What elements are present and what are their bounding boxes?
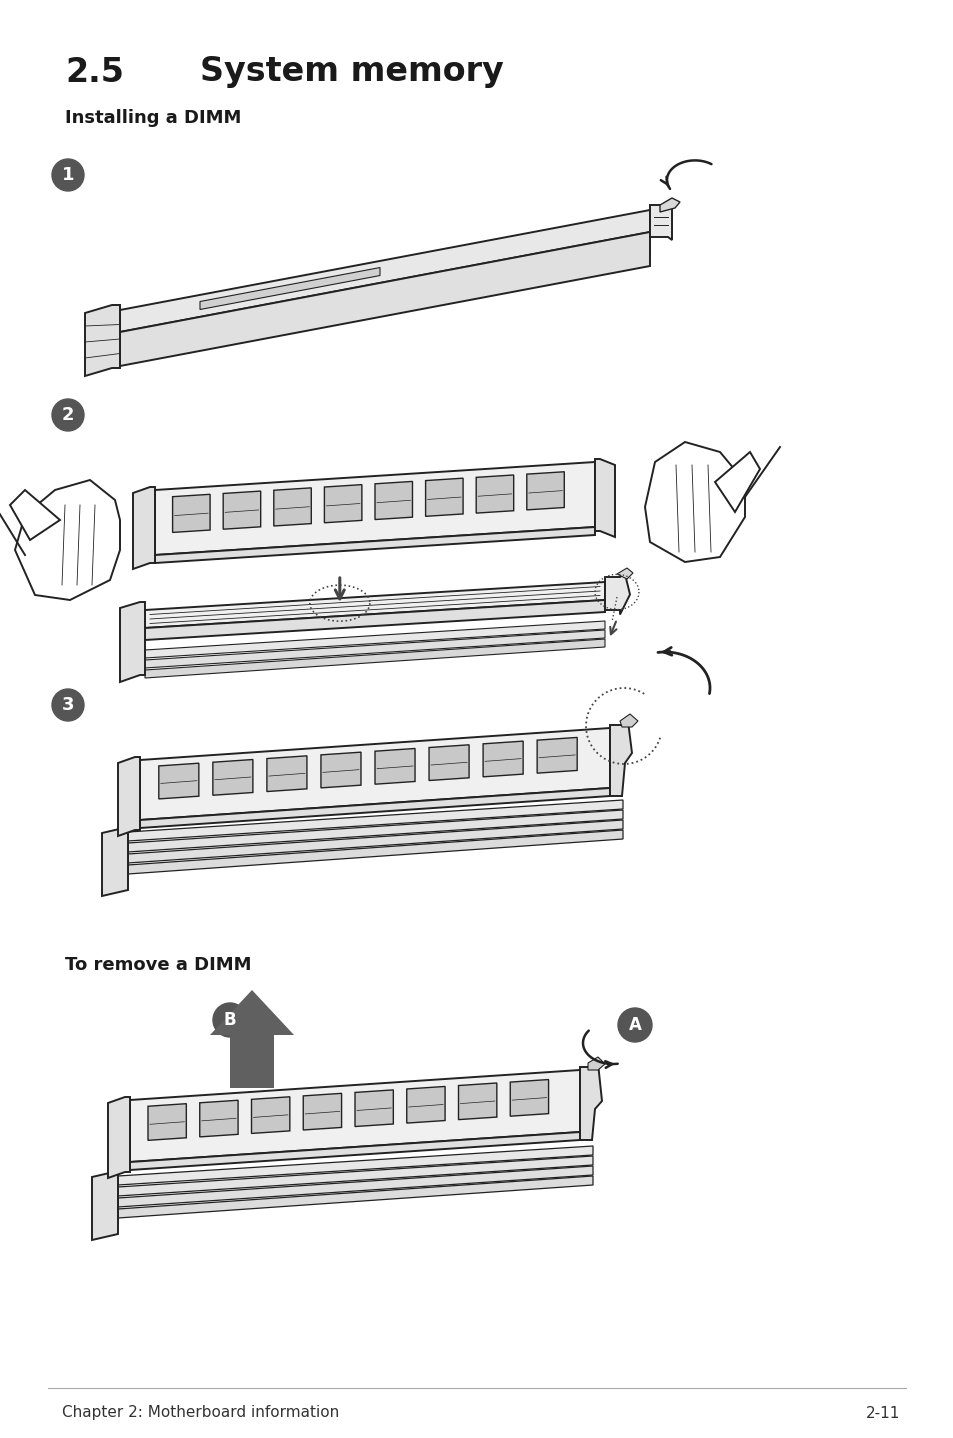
- Text: System memory: System memory: [200, 56, 503, 89]
- Polygon shape: [118, 1146, 593, 1185]
- Circle shape: [52, 398, 84, 431]
- Polygon shape: [108, 1097, 130, 1178]
- Polygon shape: [120, 221, 649, 342]
- Polygon shape: [145, 621, 604, 659]
- Polygon shape: [120, 603, 145, 682]
- Polygon shape: [476, 475, 513, 513]
- Polygon shape: [15, 480, 120, 600]
- Polygon shape: [617, 568, 633, 580]
- Polygon shape: [375, 748, 415, 784]
- Polygon shape: [595, 459, 615, 536]
- Polygon shape: [145, 582, 604, 628]
- Polygon shape: [320, 752, 360, 788]
- Polygon shape: [158, 764, 198, 800]
- Polygon shape: [375, 482, 412, 519]
- Text: 3: 3: [62, 696, 74, 715]
- Polygon shape: [324, 485, 361, 523]
- Polygon shape: [145, 600, 604, 640]
- Polygon shape: [649, 201, 671, 240]
- Polygon shape: [406, 1087, 445, 1123]
- Polygon shape: [154, 526, 595, 564]
- Polygon shape: [644, 441, 744, 562]
- Polygon shape: [252, 1097, 290, 1133]
- Polygon shape: [429, 745, 469, 781]
- Polygon shape: [526, 472, 563, 510]
- Polygon shape: [587, 1057, 604, 1070]
- Text: 1: 1: [62, 165, 74, 184]
- Polygon shape: [303, 1093, 341, 1130]
- Polygon shape: [714, 452, 760, 512]
- Polygon shape: [355, 1090, 393, 1126]
- Polygon shape: [120, 210, 649, 332]
- Circle shape: [52, 689, 84, 720]
- Polygon shape: [130, 1132, 579, 1171]
- Polygon shape: [482, 741, 522, 777]
- Polygon shape: [154, 462, 595, 555]
- Circle shape: [213, 1002, 247, 1037]
- Polygon shape: [579, 1063, 601, 1140]
- Polygon shape: [118, 1156, 593, 1196]
- Polygon shape: [145, 638, 604, 677]
- Bar: [230, 1035, 274, 1089]
- Polygon shape: [604, 574, 629, 614]
- Polygon shape: [91, 1171, 118, 1240]
- Polygon shape: [659, 198, 679, 211]
- Polygon shape: [537, 738, 577, 774]
- Polygon shape: [130, 1070, 579, 1162]
- Polygon shape: [128, 810, 622, 851]
- Polygon shape: [10, 490, 60, 541]
- Polygon shape: [267, 756, 307, 791]
- Polygon shape: [132, 487, 154, 569]
- Text: To remove a DIMM: To remove a DIMM: [65, 956, 252, 974]
- Polygon shape: [213, 759, 253, 795]
- Polygon shape: [200, 267, 379, 309]
- Polygon shape: [120, 234, 649, 352]
- Polygon shape: [128, 800, 622, 841]
- Polygon shape: [120, 232, 649, 367]
- Text: 2.5: 2.5: [65, 56, 124, 89]
- Polygon shape: [140, 728, 609, 820]
- Text: Installing a DIMM: Installing a DIMM: [65, 109, 241, 127]
- Polygon shape: [118, 1166, 593, 1206]
- Polygon shape: [458, 1083, 497, 1120]
- Polygon shape: [145, 630, 604, 669]
- Polygon shape: [128, 830, 622, 874]
- Polygon shape: [199, 1100, 238, 1137]
- Polygon shape: [274, 487, 311, 526]
- Polygon shape: [118, 1176, 593, 1218]
- Text: Chapter 2: Motherboard information: Chapter 2: Motherboard information: [62, 1405, 339, 1421]
- Text: 2-11: 2-11: [864, 1405, 899, 1421]
- Polygon shape: [128, 820, 622, 863]
- Polygon shape: [118, 756, 140, 835]
- Polygon shape: [609, 720, 631, 797]
- Text: 2: 2: [62, 406, 74, 424]
- Polygon shape: [619, 715, 638, 728]
- Circle shape: [618, 1008, 651, 1043]
- Polygon shape: [172, 495, 210, 532]
- Polygon shape: [102, 827, 128, 896]
- Polygon shape: [85, 305, 120, 375]
- Polygon shape: [210, 989, 294, 1035]
- Polygon shape: [510, 1080, 548, 1116]
- Text: A: A: [628, 1017, 640, 1034]
- Circle shape: [52, 160, 84, 191]
- Polygon shape: [148, 1104, 186, 1140]
- Text: B: B: [223, 1011, 236, 1030]
- Polygon shape: [425, 479, 462, 516]
- Polygon shape: [140, 788, 609, 828]
- Polygon shape: [223, 490, 260, 529]
